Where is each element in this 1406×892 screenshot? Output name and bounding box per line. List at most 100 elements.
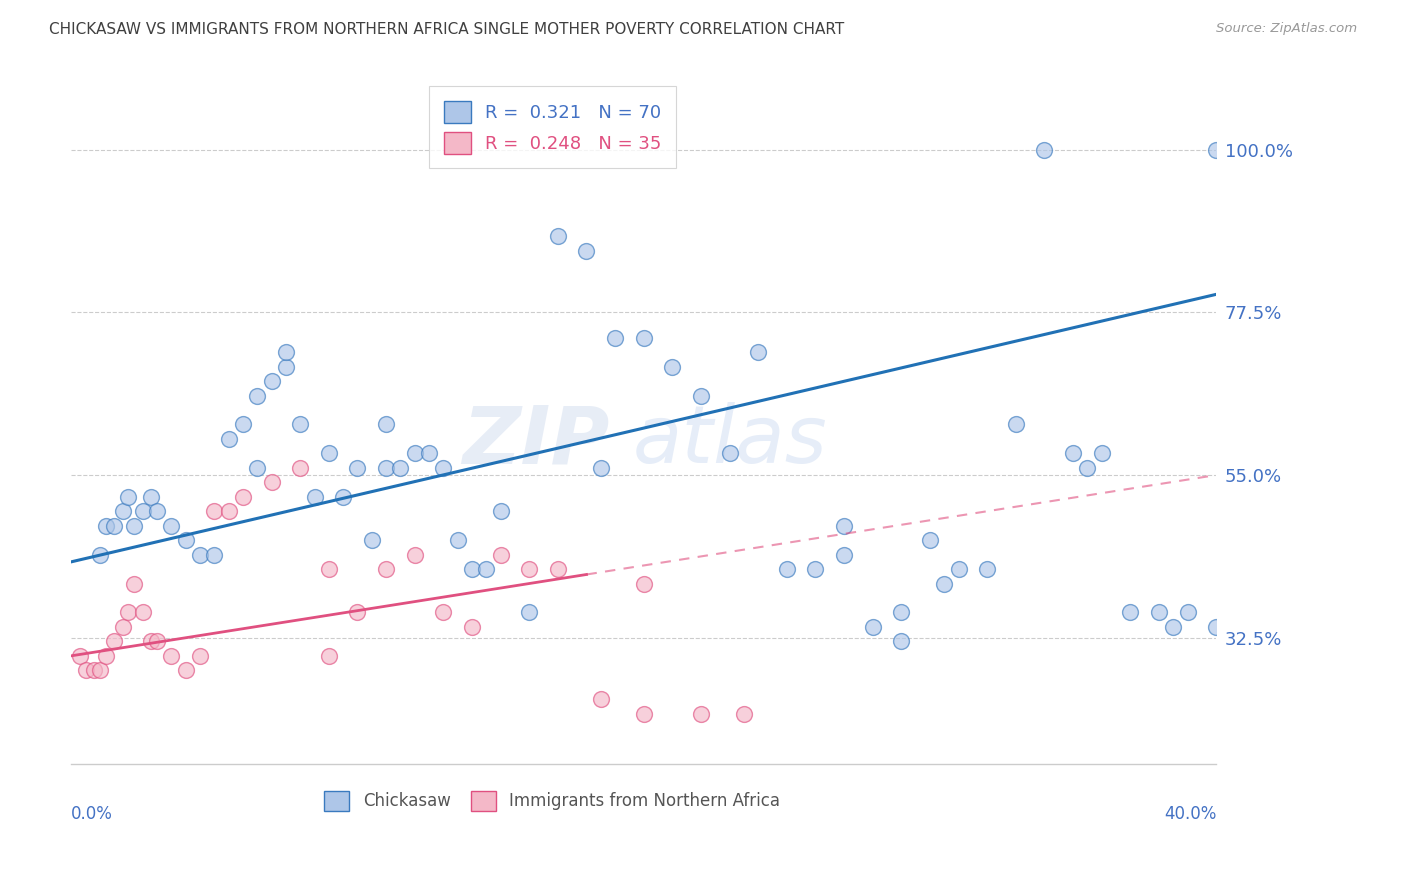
Point xyxy=(122,518,145,533)
Point xyxy=(461,562,484,576)
Text: 0.0%: 0.0% xyxy=(72,805,112,823)
Text: Source: ZipAtlas.com: Source: ZipAtlas.com xyxy=(1216,22,1357,36)
Point xyxy=(160,648,183,663)
Point xyxy=(290,460,312,475)
Point xyxy=(547,229,569,244)
Point xyxy=(132,504,155,518)
Point xyxy=(122,576,145,591)
Point xyxy=(589,692,612,706)
Point xyxy=(346,606,368,620)
Point xyxy=(141,490,163,504)
Point xyxy=(318,446,340,460)
Text: CHICKASAW VS IMMIGRANTS FROM NORTHERN AFRICA SINGLE MOTHER POVERTY CORRELATION C: CHICKASAW VS IMMIGRANTS FROM NORTHERN AF… xyxy=(49,22,845,37)
Point xyxy=(733,706,755,721)
Point xyxy=(1163,620,1185,634)
Point xyxy=(804,562,827,576)
Point xyxy=(304,490,326,504)
Point xyxy=(360,533,382,548)
Point xyxy=(661,359,683,374)
Point xyxy=(188,548,211,562)
Point xyxy=(475,562,498,576)
Point xyxy=(174,533,197,548)
Point xyxy=(141,634,163,648)
Point xyxy=(111,620,134,634)
Point xyxy=(318,648,340,663)
Point xyxy=(603,331,626,345)
Point xyxy=(418,446,440,460)
Point xyxy=(69,648,91,663)
Point xyxy=(690,388,713,402)
Point xyxy=(260,475,283,490)
Point xyxy=(218,432,240,446)
Text: ZIP: ZIP xyxy=(463,402,609,481)
Point xyxy=(89,548,111,562)
Point xyxy=(1147,606,1170,620)
Point xyxy=(160,518,183,533)
Point xyxy=(375,460,398,475)
Point xyxy=(1076,460,1098,475)
Point xyxy=(1205,143,1227,157)
Point xyxy=(718,446,741,460)
Point xyxy=(1005,417,1028,432)
Point xyxy=(517,606,540,620)
Point xyxy=(862,620,884,634)
Point xyxy=(89,663,111,677)
Point xyxy=(832,518,855,533)
Point xyxy=(489,548,512,562)
Point xyxy=(1205,620,1227,634)
Point xyxy=(633,576,655,591)
Point xyxy=(103,518,125,533)
Point xyxy=(1033,143,1056,157)
Point xyxy=(94,518,117,533)
Point xyxy=(132,606,155,620)
Text: atlas: atlas xyxy=(633,402,827,481)
Point xyxy=(188,648,211,663)
Point xyxy=(274,345,297,359)
Point xyxy=(432,460,454,475)
Point xyxy=(246,460,269,475)
Point xyxy=(94,648,117,663)
Point xyxy=(690,706,713,721)
Point xyxy=(934,576,956,591)
Point xyxy=(575,244,598,258)
Point xyxy=(389,460,412,475)
Point xyxy=(75,663,97,677)
Point xyxy=(232,417,254,432)
Point xyxy=(404,548,426,562)
Point xyxy=(1091,446,1114,460)
Legend: Chickasaw, Immigrants from Northern Africa: Chickasaw, Immigrants from Northern Afri… xyxy=(318,784,786,818)
Point xyxy=(332,490,354,504)
Point xyxy=(461,620,484,634)
Point xyxy=(232,490,254,504)
Point xyxy=(375,562,398,576)
Point xyxy=(747,345,769,359)
Point xyxy=(404,446,426,460)
Point xyxy=(589,460,612,475)
Point xyxy=(832,548,855,562)
Point xyxy=(890,634,912,648)
Point xyxy=(260,374,283,388)
Point xyxy=(290,417,312,432)
Point xyxy=(1062,446,1084,460)
Point xyxy=(447,533,470,548)
Point xyxy=(202,548,225,562)
Point xyxy=(776,562,799,576)
Point xyxy=(117,490,139,504)
Point xyxy=(918,533,941,548)
Point xyxy=(103,634,125,648)
Point xyxy=(146,634,169,648)
Point xyxy=(517,562,540,576)
Text: 40.0%: 40.0% xyxy=(1164,805,1216,823)
Point xyxy=(111,504,134,518)
Point xyxy=(948,562,970,576)
Point xyxy=(890,606,912,620)
Point xyxy=(146,504,169,518)
Point xyxy=(1177,606,1199,620)
Point xyxy=(1119,606,1142,620)
Point xyxy=(202,504,225,518)
Point xyxy=(174,663,197,677)
Point xyxy=(432,606,454,620)
Point xyxy=(633,331,655,345)
Point xyxy=(489,504,512,518)
Point xyxy=(274,359,297,374)
